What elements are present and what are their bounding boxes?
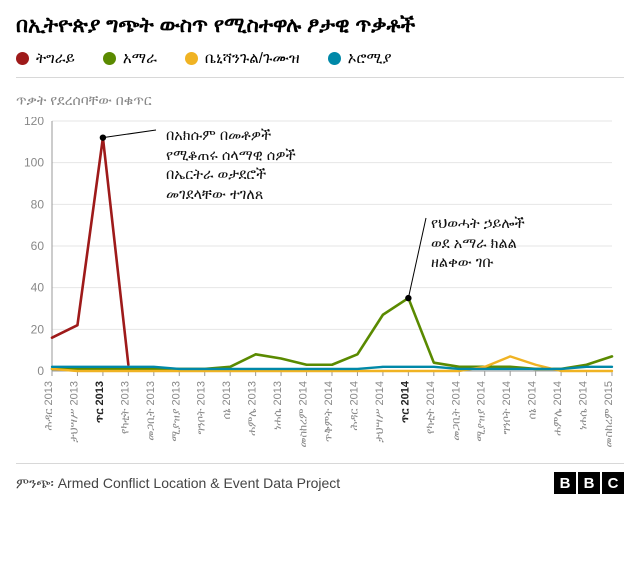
legend-dot-icon bbox=[185, 52, 198, 65]
logo-letter: C bbox=[602, 472, 624, 494]
svg-text:40: 40 bbox=[31, 281, 45, 295]
legend-item: ትግራይ bbox=[16, 50, 75, 67]
svg-text:የካቲት 2013: የካቲት 2013 bbox=[119, 381, 131, 434]
bbc-logo: BBC bbox=[554, 472, 624, 494]
legend-item: ኦሮሚያ bbox=[328, 50, 392, 67]
svg-text:ሰኔ 2014: ሰኔ 2014 bbox=[527, 381, 539, 419]
svg-text:ታህሣሥ 2013: ታህሣሥ 2013 bbox=[68, 381, 80, 443]
svg-text:100: 100 bbox=[24, 156, 44, 170]
footer-source: Armed Conflict Location & Event Data Pro… bbox=[58, 475, 340, 491]
footer: ምንጭ፡ Armed Conflict Location & Event Dat… bbox=[16, 463, 624, 494]
svg-text:ጥር 2013: ጥር 2013 bbox=[94, 381, 106, 423]
legend-label: ኦሮሚያ bbox=[348, 50, 392, 67]
legend: ትግራይ አማራ ቤኒሻንጉል/ጉሙዝ ኦሮሚያ bbox=[16, 50, 624, 78]
legend-item: ቤኒሻንጉል/ጉሙዝ bbox=[185, 50, 300, 67]
legend-label: ትግራይ bbox=[36, 50, 75, 67]
legend-dot-icon bbox=[103, 52, 116, 65]
legend-label: ቤኒሻንጉል/ጉሙዝ bbox=[205, 50, 300, 67]
chart-title: በኢትዮጵያ ግጭት ውስጥ የሚስተዋሉ ፆታዊ ጥቃቶች bbox=[16, 14, 624, 38]
svg-text:መስከረም 2015: መስከረም 2015 bbox=[603, 381, 615, 447]
svg-text:ሰኔ 2013: ሰኔ 2013 bbox=[221, 381, 233, 419]
svg-text:ሕዳር 2014: ሕዳር 2014 bbox=[348, 381, 360, 430]
legend-dot-icon bbox=[328, 52, 341, 65]
svg-text:ነሐሴ 2014: ነሐሴ 2014 bbox=[578, 381, 590, 430]
svg-text:80: 80 bbox=[31, 197, 45, 211]
legend-label: አማራ bbox=[123, 50, 157, 67]
svg-text:ሕዳር 2013: ሕዳር 2013 bbox=[43, 381, 55, 430]
chart-area: 0 20 40 60 80 100 120 ሕዳር 2013 ታህሣሥ 2013 ጥር 2013 የ… bbox=[16, 117, 624, 457]
svg-text:ግንቦት 2013: ግንቦት 2013 bbox=[196, 381, 208, 434]
footer-label: ምንጭ፡ bbox=[16, 475, 54, 491]
svg-text:20: 20 bbox=[31, 322, 45, 336]
logo-letter: B bbox=[578, 472, 600, 494]
svg-text:ሐምሌ 2014: ሐምሌ 2014 bbox=[552, 381, 564, 436]
svg-text:ሐምሌ 2013: ሐምሌ 2013 bbox=[247, 381, 259, 436]
svg-text:120: 120 bbox=[24, 117, 44, 128]
legend-item: አማራ bbox=[103, 50, 157, 67]
logo-letter: B bbox=[554, 472, 576, 494]
svg-text:መጋቢት 2013: መጋቢት 2013 bbox=[145, 381, 157, 441]
svg-text:ጥቅምት 2014: ጥቅምት 2014 bbox=[323, 381, 335, 442]
svg-text:0: 0 bbox=[37, 364, 44, 378]
yaxis-title: ጥቃት የደረሰባቸው በቁጥር bbox=[16, 92, 624, 109]
svg-text:መስከረም 2014: መስከረም 2014 bbox=[298, 381, 310, 447]
svg-text:ጥር 2014: ጥር 2014 bbox=[399, 380, 411, 423]
svg-text:60: 60 bbox=[31, 239, 45, 253]
svg-text:መጋቢት 2014: መጋቢት 2014 bbox=[450, 381, 462, 441]
svg-text:ግንቦት 2014: ግንቦት 2014 bbox=[501, 381, 513, 434]
svg-text:ሚያዝያ 2014: ሚያዝያ 2014 bbox=[476, 381, 488, 441]
legend-dot-icon bbox=[16, 52, 29, 65]
chart-annotation: የህወሓት ኃይሎችወደ አማራ ክልልዘልቀው ገቡ bbox=[431, 215, 525, 274]
svg-text:ነሐሴ 2013: ነሐሴ 2013 bbox=[272, 381, 284, 430]
svg-text:ታህሣሥ 2014: ታህሣሥ 2014 bbox=[374, 381, 386, 443]
svg-text:ሚያዝያ 2013: ሚያዝያ 2013 bbox=[170, 381, 182, 441]
chart-annotation: በአክሱም በመቶዎችየሚቆጠሩ ሰላማዊ ሰዎችበኤርትራ ወታደሮችመገደላ… bbox=[166, 127, 296, 205]
svg-text:የካቲት 2014: የካቲት 2014 bbox=[425, 381, 437, 434]
